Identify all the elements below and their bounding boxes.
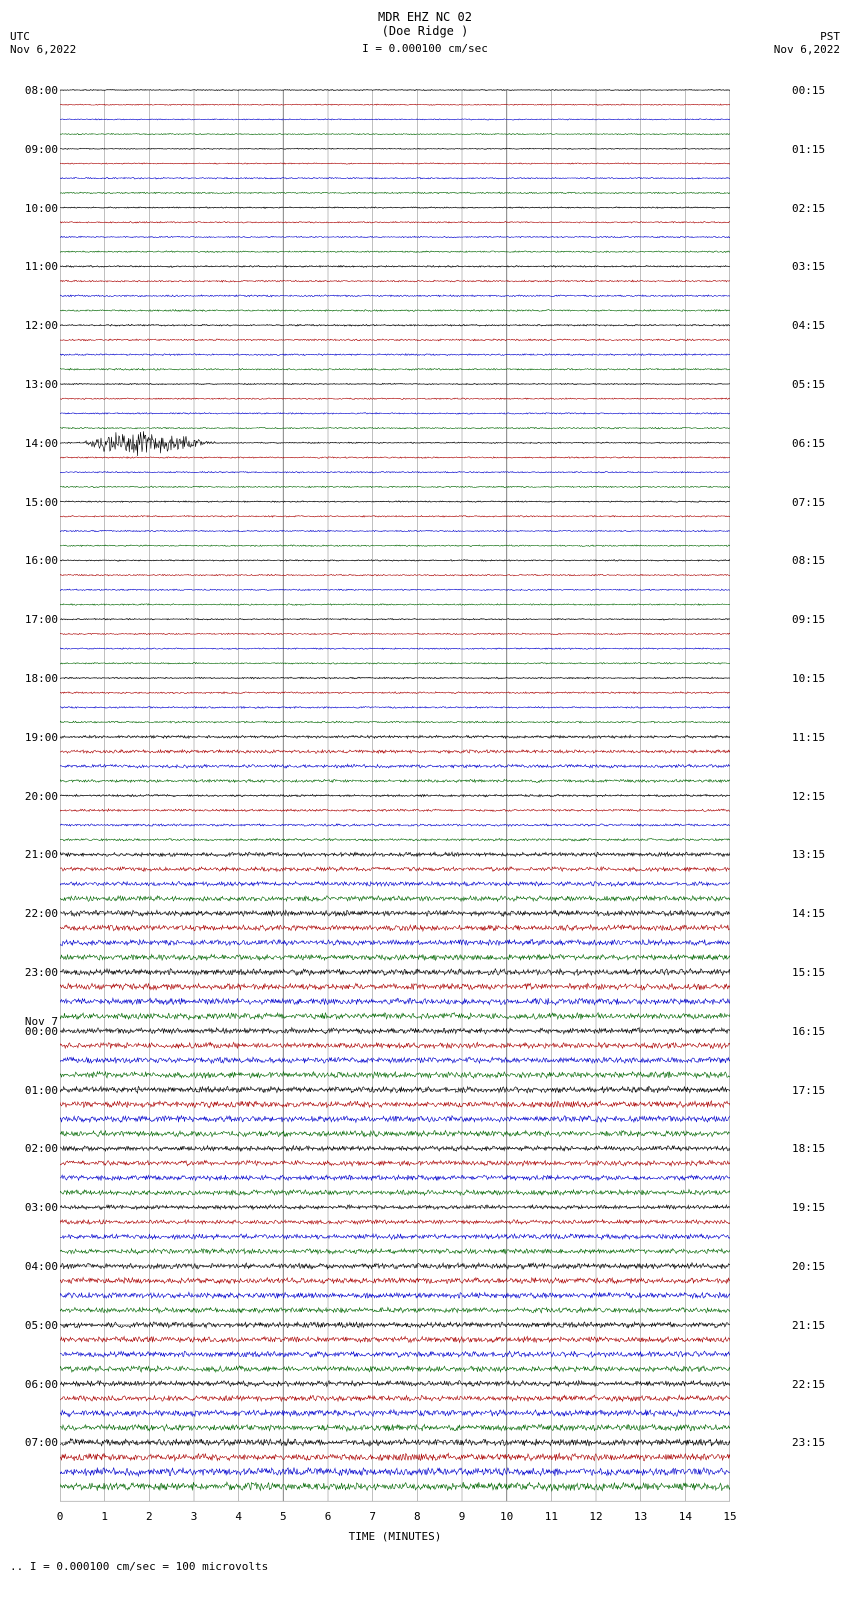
pst-hour-label: 04:15 [792, 319, 840, 332]
footer-scale-icon: .. I [10, 1560, 43, 1573]
pst-hour-label: 07:15 [792, 496, 840, 509]
header-right: PST Nov 6,2022 [774, 30, 840, 56]
utc-hour-label: 13:00 [10, 378, 58, 391]
pst-hour-label: 20:15 [792, 1260, 840, 1273]
utc-hour-label: 12:00 [10, 319, 58, 332]
utc-hour-label: 18:00 [10, 672, 58, 685]
x-tick-label: 15 [723, 1510, 736, 1523]
x-axis: 0123456789101112131415 TIME (MINUTES) [60, 1510, 730, 1543]
pst-hour-label: 01:15 [792, 143, 840, 156]
station-title: MDR EHZ NC 02 [10, 10, 840, 24]
pst-hour-label: 10:15 [792, 672, 840, 685]
x-tick-label: 1 [101, 1510, 108, 1523]
x-tick-label: 6 [325, 1510, 332, 1523]
station-subtitle: (Doe Ridge ) [10, 24, 840, 38]
date-right-label: Nov 6,2022 [774, 43, 840, 56]
pst-hour-label: 12:15 [792, 790, 840, 803]
pst-hour-label: 17:15 [792, 1084, 840, 1097]
pst-hour-label: 14:15 [792, 907, 840, 920]
pst-hour-label: 23:15 [792, 1436, 840, 1449]
footer: .. I = 0.000100 cm/sec = 100 microvolts [10, 1560, 840, 1573]
header: UTC Nov 6,2022 MDR EHZ NC 02 (Doe Ridge … [10, 10, 840, 80]
utc-hour-label: 20:00 [10, 790, 58, 803]
x-tick-label: 8 [414, 1510, 421, 1523]
utc-hour-label: 23:00 [10, 966, 58, 979]
x-tick-label: 0 [57, 1510, 64, 1523]
utc-hour-label: 08:00 [10, 84, 58, 97]
pst-hour-label: 13:15 [792, 848, 840, 861]
utc-hour-label: 09:00 [10, 143, 58, 156]
utc-hour-label: 05:00 [10, 1319, 58, 1332]
pst-hour-label: 15:15 [792, 966, 840, 979]
tz-right-label: PST [774, 30, 840, 43]
utc-hour-label: 19:00 [10, 731, 58, 744]
scale-note-text: = 0.000100 cm/sec [375, 42, 488, 55]
pst-hour-label: 08:15 [792, 554, 840, 567]
pst-hour-label: 02:15 [792, 202, 840, 215]
header-left: UTC Nov 6,2022 [10, 30, 76, 56]
x-tick-label: 12 [589, 1510, 602, 1523]
x-tick-label: 9 [459, 1510, 466, 1523]
pst-hour-label: 21:15 [792, 1319, 840, 1332]
tz-left-label: UTC [10, 30, 76, 43]
seismogram-chart [60, 80, 730, 1510]
utc-hour-label: 11:00 [10, 260, 58, 273]
footer-text: = 0.000100 cm/sec = 100 microvolts [43, 1560, 268, 1573]
pst-hour-label: 18:15 [792, 1142, 840, 1155]
day-rollover-label: Nov 7 [10, 1015, 58, 1028]
utc-hour-label: 14:00 [10, 437, 58, 450]
pst-hour-label: 11:15 [792, 731, 840, 744]
x-tick-label: 11 [545, 1510, 558, 1523]
x-tick-label: 3 [191, 1510, 198, 1523]
plot-area: 08:00 09:00 10:00 11:00 12:00 13:00 14:00 15:00… [10, 80, 840, 1530]
seismogram-container: UTC Nov 6,2022 MDR EHZ NC 02 (Doe Ridge … [10, 10, 840, 1573]
x-tick-label: 13 [634, 1510, 647, 1523]
utc-hour-label: 17:00 [10, 613, 58, 626]
date-left-label: Nov 6,2022 [10, 43, 76, 56]
pst-hour-label: 06:15 [792, 437, 840, 450]
x-tick-label: 5 [280, 1510, 287, 1523]
x-tick-label: 4 [235, 1510, 242, 1523]
x-tick-label: 7 [369, 1510, 376, 1523]
utc-hour-label: 21:00 [10, 848, 58, 861]
utc-hour-label: 02:00 [10, 1142, 58, 1155]
x-tick-label: 14 [679, 1510, 692, 1523]
utc-hour-label: 04:00 [10, 1260, 58, 1273]
pst-hour-label: 19:15 [792, 1201, 840, 1214]
utc-hour-label: 07:00 [10, 1436, 58, 1449]
utc-hour-label: 10:00 [10, 202, 58, 215]
scale-bar-icon: I [362, 42, 375, 55]
scale-note: I = 0.000100 cm/sec [10, 42, 840, 55]
pst-hour-labels: 00:15 01:15 02:15 03:15 04:15 05:15 06:15 07:15… [792, 80, 840, 1510]
pst-hour-label: 22:15 [792, 1378, 840, 1391]
x-tick-label: 2 [146, 1510, 153, 1523]
pst-hour-label: 00:15 [792, 84, 840, 97]
utc-hour-label: 22:00 [10, 907, 58, 920]
x-axis-label: TIME (MINUTES) [60, 1530, 730, 1543]
utc-hour-label: 03:00 [10, 1201, 58, 1214]
x-tick-labels: 0123456789101112131415 [60, 1510, 730, 1530]
utc-hour-label: 06:00 [10, 1378, 58, 1391]
pst-hour-label: 03:15 [792, 260, 840, 273]
utc-hour-label: 01:00 [10, 1084, 58, 1097]
utc-hour-label: 16:00 [10, 554, 58, 567]
utc-hour-labels: 08:00 09:00 10:00 11:00 12:00 13:00 14:00 15:00… [10, 80, 58, 1510]
utc-hour-label: 15:00 [10, 496, 58, 509]
pst-hour-label: 09:15 [792, 613, 840, 626]
x-tick-label: 10 [500, 1510, 513, 1523]
pst-hour-label: 05:15 [792, 378, 840, 391]
pst-hour-label: 16:15 [792, 1025, 840, 1038]
